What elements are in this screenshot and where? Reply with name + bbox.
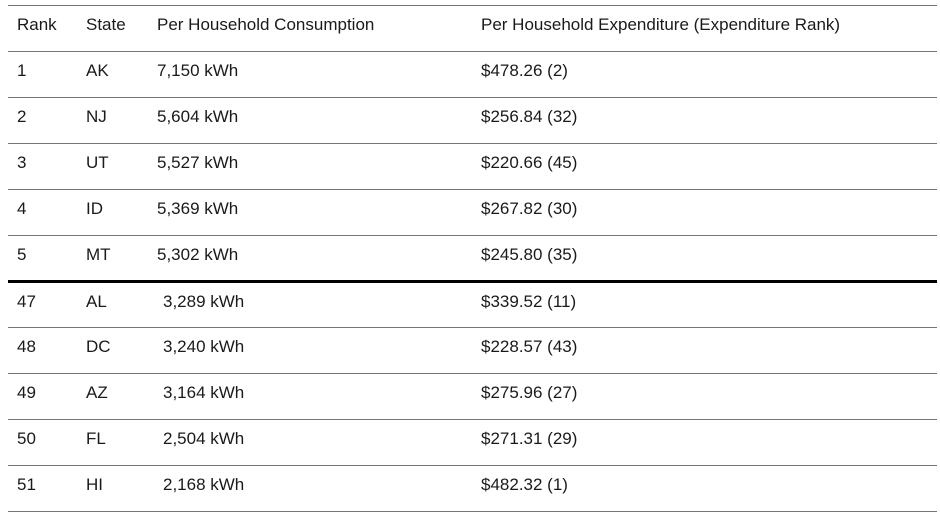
table-row: 2 NJ 5,604 kWh $256.84 (32) <box>8 97 937 144</box>
state-cell: AL <box>86 292 107 311</box>
expenditure-cell: $245.80 (35) <box>481 245 578 264</box>
rank-cell: 5 <box>17 245 27 264</box>
header-expenditure: Per Household Expenditure (Expenditure R… <box>481 15 841 34</box>
table-row: 3 UT 5,527 kWh $220.66 (45) <box>8 143 937 190</box>
rank-cell: 51 <box>17 475 36 494</box>
consumption-cell: 3,240 kWh <box>163 337 245 356</box>
state-cell: ID <box>86 199 103 218</box>
rank-cell: 2 <box>17 107 27 126</box>
consumption-cell: 2,168 kWh <box>163 475 245 494</box>
state-cell: UT <box>86 153 109 172</box>
consumption-cell: 7,150 kWh <box>157 61 239 80</box>
state-cell: AZ <box>86 383 108 402</box>
rank-cell: 3 <box>17 153 27 172</box>
expenditure-cell: $267.82 (30) <box>481 199 578 218</box>
state-cell: NJ <box>86 107 107 126</box>
state-cell: MT <box>86 245 111 264</box>
consumption-cell: 2,504 kWh <box>163 429 245 448</box>
rank-cell: 50 <box>17 429 36 448</box>
state-cell: AK <box>86 61 109 80</box>
header-rank: Rank <box>17 15 57 34</box>
state-cell: HI <box>86 475 103 494</box>
consumption-cell: 5,527 kWh <box>157 153 239 172</box>
table-row: 51 HI 2,168 kWh $482.32 (1) <box>8 465 937 512</box>
expenditure-cell: $256.84 (32) <box>481 107 578 126</box>
state-cell: FL <box>86 429 106 448</box>
table-header: Rank State Per Household Consumption Per… <box>8 6 937 52</box>
rank-cell: 49 <box>17 383 36 402</box>
table-row: 50 FL 2,504 kWh $271.31 (29) <box>8 419 937 466</box>
header-state: State <box>86 15 126 34</box>
table-body: 1 AK 7,150 kWh $478.26 (2) 2 NJ 5,604 kWh $256.… <box>8 51 937 512</box>
consumption-cell: 5,369 kWh <box>157 199 239 218</box>
expenditure-cell: $271.31 (29) <box>481 429 578 448</box>
consumption-cell: 5,302 kWh <box>157 245 239 264</box>
expenditure-cell: $482.32 (1) <box>481 475 568 494</box>
expenditure-cell: $339.52 (11) <box>481 292 577 311</box>
table-row: 47 AL 3,289 kWh $339.52 (11) <box>8 281 937 328</box>
rank-cell: 4 <box>17 199 27 218</box>
table-row: 1 AK 7,150 kWh $478.26 (2) <box>8 51 937 98</box>
consumption-cell: 3,289 kWh <box>163 292 245 311</box>
consumption-cell: 3,164 kWh <box>163 383 245 402</box>
state-cell: DC <box>86 337 111 356</box>
consumption-cell: 5,604 kWh <box>157 107 239 126</box>
table-row: 4 ID 5,369 kWh $267.82 (30) <box>8 189 937 236</box>
table-row: 5 MT 5,302 kWh $245.80 (35) <box>8 235 937 282</box>
header-row: Rank State Per Household Consumption Per… <box>8 6 937 52</box>
expenditure-cell: $220.66 (45) <box>481 153 578 172</box>
expenditure-cell: $275.96 (27) <box>481 383 578 402</box>
header-consumption: Per Household Consumption <box>157 15 375 34</box>
expenditure-cell: $228.57 (43) <box>481 337 578 356</box>
rank-cell: 48 <box>17 337 36 356</box>
rank-cell: 47 <box>17 292 36 311</box>
rank-cell: 1 <box>17 61 27 80</box>
table-row: 48 DC 3,240 kWh $228.57 (43) <box>8 327 937 374</box>
table-row: 49 AZ 3,164 kWh $275.96 (27) <box>8 373 937 420</box>
household-energy-table: Rank State Per Household Consumption Per… <box>8 5 937 512</box>
expenditure-cell: $478.26 (2) <box>481 61 568 80</box>
